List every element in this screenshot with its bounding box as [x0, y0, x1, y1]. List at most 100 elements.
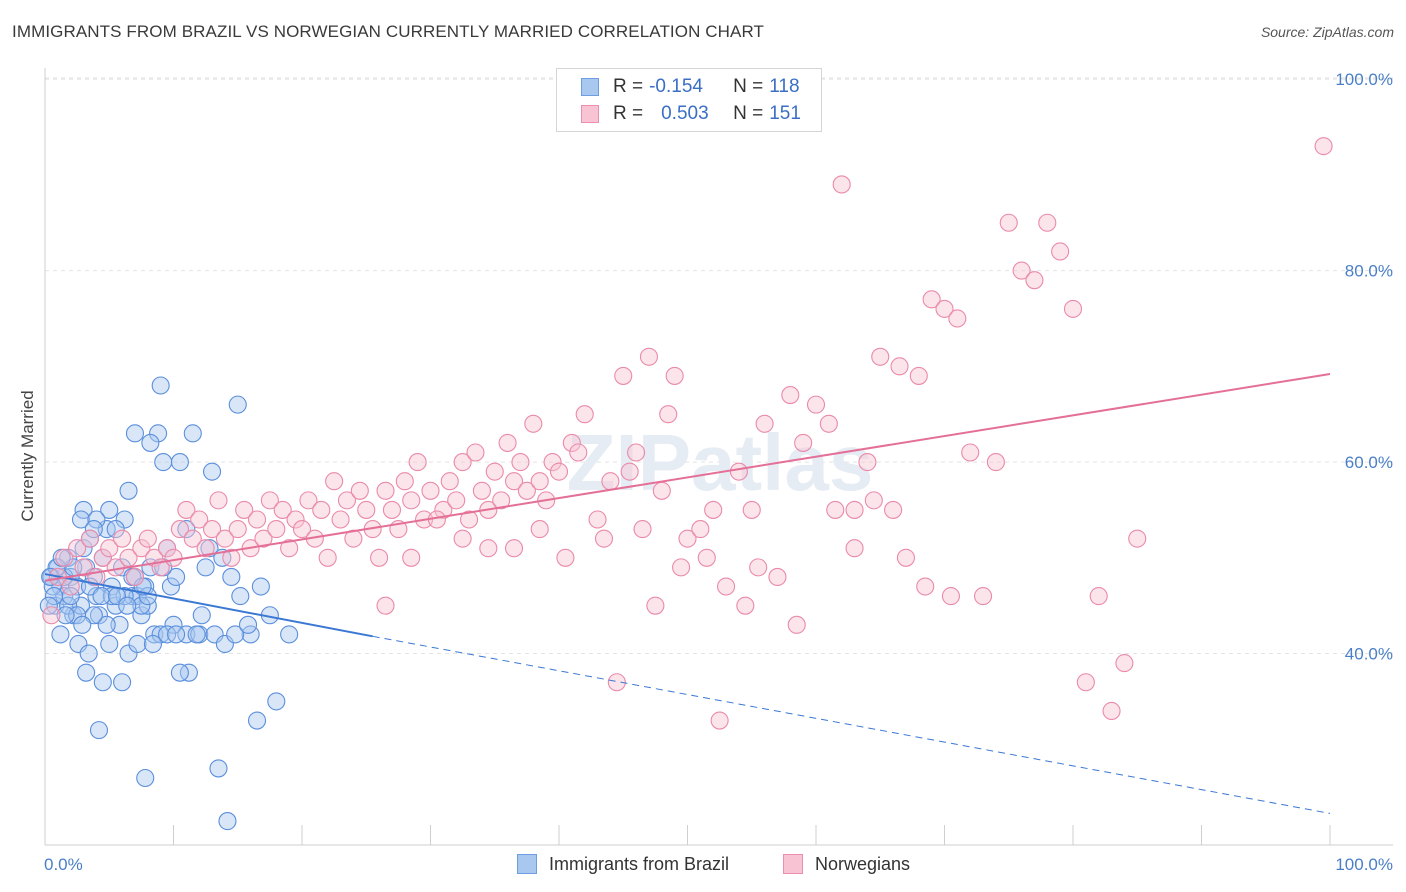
- norwegian-point: [280, 539, 299, 558]
- brazil-point: [115, 510, 134, 529]
- norwegian-point: [228, 520, 247, 539]
- x-tick-label: 100.0%: [1335, 855, 1393, 874]
- norwegian-point: [402, 491, 421, 510]
- norwegian-point: [562, 433, 581, 452]
- legend-swatch-norwegians: [581, 105, 599, 123]
- norwegian-point: [620, 462, 639, 481]
- norwegian-point: [845, 539, 864, 558]
- norwegian-point: [787, 615, 806, 634]
- brazil-point: [151, 376, 170, 395]
- norwegian-point: [408, 453, 427, 472]
- brazil-point: [77, 663, 96, 682]
- norwegian-point: [749, 558, 768, 577]
- brazil-point: [151, 625, 170, 644]
- norwegian-point: [710, 711, 729, 730]
- norwegian-point: [517, 481, 536, 500]
- legend-n-value: 118: [769, 76, 800, 97]
- norwegian-point: [858, 453, 877, 472]
- norwegian-point: [524, 414, 543, 433]
- norwegian-point: [1115, 654, 1134, 673]
- brazil-point: [247, 711, 267, 730]
- norwegian-point: [203, 520, 222, 539]
- brazil-point: [203, 462, 222, 481]
- norwegian-point: [267, 520, 286, 539]
- norwegian-point: [794, 433, 813, 452]
- brazil-point: [280, 625, 299, 644]
- norwegian-point: [395, 472, 414, 491]
- norwegian-point: [697, 548, 716, 567]
- legend-n-label: N =: [733, 76, 764, 97]
- legend-row-norwegians: R = 0.503 N = 151: [581, 102, 801, 126]
- norwegian-point: [113, 529, 132, 548]
- norwegian-point: [235, 500, 254, 519]
- norwegian-point: [382, 500, 402, 519]
- norwegian-point: [325, 472, 344, 491]
- norwegian-point: [299, 491, 318, 510]
- norwegian-point: [678, 529, 697, 548]
- norwegian-point: [183, 529, 202, 548]
- norwegian-point: [485, 462, 504, 481]
- source-credit: Source: ZipAtlas.com: [1260, 24, 1394, 40]
- norwegian-point: [781, 386, 800, 405]
- norwegian-point: [530, 472, 549, 491]
- norwegian-point: [922, 290, 941, 309]
- legend-n-value: 151: [769, 103, 801, 124]
- norwegian-point: [158, 539, 177, 558]
- brazil-point: [196, 558, 215, 577]
- norwegian-point: [196, 539, 215, 558]
- norwegian-point: [459, 510, 479, 529]
- norwegian-point: [453, 529, 472, 548]
- norwegian-point: [819, 414, 838, 433]
- norwegian-point: [498, 433, 517, 452]
- chart-title: IMMIGRANTS FROM BRAZIL VS NORWEGIAN CURR…: [12, 22, 765, 41]
- norwegian-point: [614, 366, 633, 385]
- brazil-point: [228, 395, 247, 414]
- norwegian-point: [941, 587, 960, 606]
- norwegian-point: [292, 520, 312, 539]
- brazil-point: [231, 587, 250, 606]
- norwegian-point: [511, 453, 530, 472]
- norwegian-point: [376, 481, 395, 500]
- brazil-point: [87, 587, 106, 606]
- norwegian-point: [768, 567, 787, 587]
- brazil-point: [56, 606, 75, 625]
- brazil-trend-extension: [372, 635, 1331, 814]
- correlation-legend: R = -0.154 N = 118 R = 0.503 N = 151: [556, 68, 822, 132]
- norwegian-point: [132, 539, 151, 558]
- norwegian-point: [871, 347, 890, 366]
- brazil-point: [74, 539, 93, 558]
- brazil-point: [71, 510, 91, 529]
- bottom-legend-brazil: Immigrants from Brazil: [517, 852, 729, 876]
- norwegian-point: [312, 500, 331, 519]
- norwegian-point: [209, 491, 228, 510]
- norwegian-point: [806, 395, 826, 414]
- y-axis-label: Currently Married: [18, 390, 37, 521]
- norwegian-point: [627, 443, 646, 462]
- norwegian-point: [504, 472, 524, 491]
- norwegian-point: [318, 548, 337, 567]
- y-tick-label: 40.0%: [1345, 645, 1393, 664]
- norwegian-point: [119, 548, 138, 567]
- norwegian-point: [55, 548, 74, 567]
- brazil-point: [145, 625, 164, 644]
- norwegian-point: [704, 500, 723, 519]
- brazil-point: [44, 587, 64, 606]
- norwegian-point: [890, 357, 909, 376]
- norwegian-point: [884, 500, 903, 519]
- brazil-point: [154, 453, 173, 472]
- brazil-point: [93, 673, 112, 692]
- norwegian-point: [215, 529, 234, 548]
- norwegian-point: [100, 539, 119, 558]
- norwegian-point: [164, 548, 183, 567]
- brazil-point: [128, 634, 147, 654]
- brazil-point: [113, 673, 132, 692]
- norwegian-point: [337, 491, 357, 510]
- norwegian-point: [504, 539, 524, 558]
- norwegian-point: [1025, 271, 1044, 290]
- norwegian-point: [80, 529, 100, 548]
- legend-row-brazil: R = -0.154 N = 118: [581, 75, 800, 99]
- norwegian-point: [273, 500, 292, 519]
- norwegian-point: [331, 510, 350, 529]
- brazil-point: [177, 520, 196, 539]
- brazil-point: [89, 606, 109, 625]
